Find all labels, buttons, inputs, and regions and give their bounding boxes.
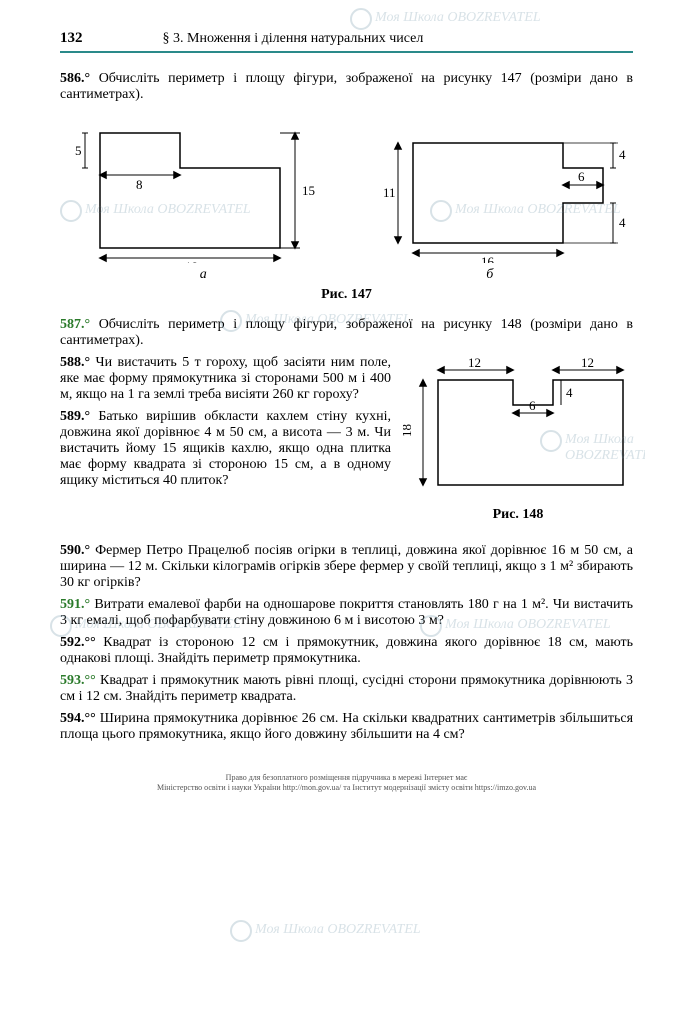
dim-label: 6 xyxy=(578,169,585,184)
problem-number: 594.°° xyxy=(60,711,96,726)
dim-label: 4 xyxy=(619,147,626,162)
problem-number: 588.° xyxy=(60,355,90,370)
problem-text: Обчисліть периметр і площу фігури, зобра… xyxy=(60,71,633,102)
figure-147-labels: а б xyxy=(60,267,633,283)
problem-text: Ширина прямокутника дорівнює 26 см. На с… xyxy=(60,711,633,742)
problem-text: Фермер Петро Працелюб посіяв огірки в те… xyxy=(60,543,633,590)
dim-label: 18 xyxy=(403,424,414,437)
problem-text: Квадрат із стороною 12 см і прямокутник,… xyxy=(60,635,633,666)
figure-148: 18 12 12 6 4 xyxy=(403,355,633,505)
watermark-logo xyxy=(230,920,252,942)
watermark-text: Моя Школа OBOZREVATEL xyxy=(255,922,421,938)
problem-593: 593.°° Квадрат і прямокутник мають рівні… xyxy=(60,673,633,705)
figure-147-row: 5 8 15 18 xyxy=(60,113,633,263)
figure-147-caption: Рис. 147 xyxy=(60,287,633,303)
problem-number: 590.° xyxy=(60,543,90,558)
problem-number: 593.°° xyxy=(60,673,96,688)
footer-line1: Право для безоплатного розміщення підруч… xyxy=(60,773,633,783)
problem-586: 586.° Обчисліть периметр і площу фігури,… xyxy=(60,71,633,103)
dim-label: 12 xyxy=(468,355,481,370)
figure-148-wrapper: 18 12 12 6 4 Рис. 148 xyxy=(403,355,633,537)
problem-number: 586.° xyxy=(60,71,90,86)
problem-590: 590.° Фермер Петро Працелюб посіяв огірк… xyxy=(60,543,633,591)
dim-label: 15 xyxy=(302,183,315,198)
dim-label: 5 xyxy=(75,143,82,158)
section-title: § 3. Множення і ділення натуральних чисе… xyxy=(163,31,424,47)
figure-148-caption: Рис. 148 xyxy=(403,507,633,523)
dim-label: 11 xyxy=(383,185,396,200)
page-header: 132 § 3. Множення і ділення натуральних … xyxy=(60,30,633,53)
problem-text: Витрати емалевої фарби на одношарове пок… xyxy=(60,597,633,628)
page-footer: Право для безоплатного розміщення підруч… xyxy=(60,773,633,794)
footer-line2: Міністерство освіти і науки України http… xyxy=(60,783,633,793)
dim-label: 18 xyxy=(185,259,198,263)
dim-label: 4 xyxy=(566,385,573,400)
problem-text: Квадрат і прямокутник мають рівні площі,… xyxy=(60,673,633,704)
problem-text: Батько вирішив обкласти кахлем стіну кух… xyxy=(60,409,391,488)
problem-594: 594.°° Ширина прямокутника дорівнює 26 с… xyxy=(60,711,633,743)
dim-label: 12 xyxy=(581,355,594,370)
fig-label-a: а xyxy=(200,267,207,283)
problem-591: 591.° Витрати емалевої фарби на одношаро… xyxy=(60,597,633,629)
problem-text: Чи вистачить 5 т гороху, щоб засіяти ним… xyxy=(60,355,391,402)
problem-number: 587.° xyxy=(60,317,90,332)
fig-label-b: б xyxy=(486,267,493,283)
problem-text: Обчисліть периметр і площу фігури, зобра… xyxy=(60,317,633,348)
dim-label: 16 xyxy=(481,254,495,263)
problem-587: 587.° Обчисліть периметр і площу фігури,… xyxy=(60,317,633,349)
dim-label: 4 xyxy=(619,215,626,230)
problem-592: 592.°° Квадрат із стороною 12 см і прямо… xyxy=(60,635,633,667)
problem-number: 592.°° xyxy=(60,635,96,650)
dim-label: 8 xyxy=(136,177,143,192)
problem-number: 591.° xyxy=(60,597,90,612)
page-number: 132 xyxy=(60,30,83,47)
figure-147b: 11 16 4 6 4 xyxy=(363,113,633,263)
problem-number: 589.° xyxy=(60,409,90,424)
figure-147a: 5 8 15 18 xyxy=(60,113,330,263)
dim-label: 6 xyxy=(529,398,536,413)
